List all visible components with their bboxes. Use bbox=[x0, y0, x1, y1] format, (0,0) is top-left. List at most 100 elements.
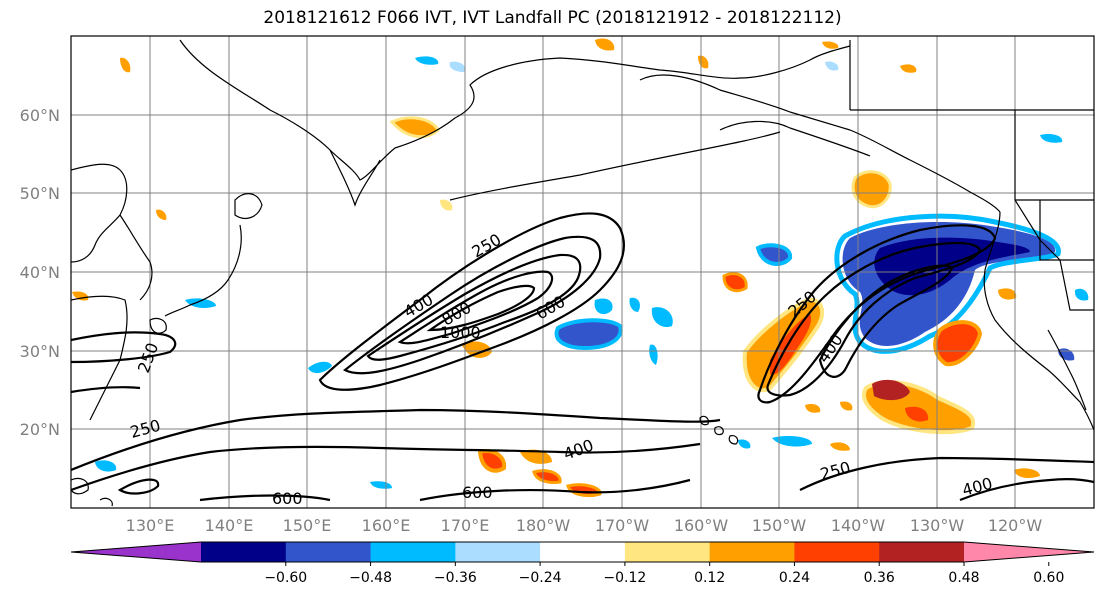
graticule bbox=[71, 36, 1094, 508]
negative-anomaly-blob-4 bbox=[755, 243, 793, 266]
positive-anomaly-e4 bbox=[900, 64, 917, 73]
negative-anomaly-blob-15 bbox=[825, 61, 839, 71]
contour-400-south bbox=[71, 442, 701, 492]
negative-anomaly-blob-1 bbox=[629, 297, 640, 312]
negative-anomaly-blob-16 bbox=[449, 61, 466, 72]
colorbar-tick-label: 0.24 bbox=[779, 570, 810, 586]
map-panel: 250 400 600 800 1000 250 400 250 400 600… bbox=[71, 36, 1094, 508]
positive-anomaly-ne-3 bbox=[822, 41, 839, 49]
positive-anomaly-south-red bbox=[905, 406, 929, 422]
coast-aleutians bbox=[449, 131, 781, 201]
lat-label: 20°N bbox=[20, 420, 60, 439]
lon-label: 180°W bbox=[516, 516, 571, 535]
colorbar-segment bbox=[201, 542, 287, 562]
positive-anomaly-e9 bbox=[156, 209, 167, 220]
contour-west bbox=[71, 331, 177, 364]
contour-250-se bbox=[799, 456, 1094, 491]
coast-alaska-gulf bbox=[719, 120, 871, 157]
positive-anomaly-low-1 bbox=[477, 449, 507, 473]
contour-1000-central bbox=[426, 284, 536, 332]
colorbar-tick-label: 0.60 bbox=[1033, 570, 1064, 586]
coastlines bbox=[71, 39, 1094, 507]
negative-anomaly-blob-2 bbox=[651, 307, 673, 328]
negative-anomaly-blob-7 bbox=[772, 436, 812, 447]
colorbar-segment bbox=[879, 542, 965, 562]
colorbar-tick-label: −0.36 bbox=[434, 570, 477, 586]
positive-anomaly-low-2 bbox=[520, 449, 552, 464]
positive-anomaly-south-core bbox=[872, 379, 910, 401]
negative-anomaly-east-edge bbox=[834, 213, 1061, 354]
lon-label: 160°E bbox=[362, 516, 411, 535]
colorbar-segment bbox=[285, 542, 372, 562]
positive-anomaly-mid bbox=[462, 341, 492, 358]
contour-250-south bbox=[71, 408, 721, 472]
negative-anomaly-blob-10 bbox=[1040, 133, 1063, 143]
lat-label: 60°N bbox=[20, 106, 60, 125]
lat-label: 30°N bbox=[20, 342, 60, 361]
colorbar-tick-label: 0.12 bbox=[694, 570, 725, 586]
lon-label: 160°W bbox=[674, 516, 729, 535]
positive-anomaly-e5 bbox=[830, 442, 850, 451]
lon-labels: 130°E 140°E 150°E 160°E 170°E 180°W 170°… bbox=[126, 516, 1043, 535]
coast-korea bbox=[119, 214, 153, 301]
lon-label: 140°W bbox=[831, 516, 886, 535]
colorbar-segment bbox=[540, 542, 626, 562]
colorbar-tick-label: −0.24 bbox=[519, 570, 562, 586]
colorbar-segment bbox=[624, 542, 711, 562]
positive-anomaly-w2 bbox=[120, 57, 131, 73]
positive-anomaly-e8 bbox=[440, 199, 453, 211]
colorbar-tick-label: −0.12 bbox=[603, 570, 646, 586]
positive-anomaly-low-3 bbox=[532, 469, 562, 484]
negative-anomaly-blob-8 bbox=[738, 439, 751, 449]
contour-600-south bbox=[117, 478, 691, 502]
positive-anomaly-w1 bbox=[72, 291, 89, 301]
coast-islands bbox=[71, 477, 113, 507]
lon-label: 140°E bbox=[205, 516, 254, 535]
lon-label: 150°W bbox=[752, 516, 807, 535]
contour-800-central bbox=[397, 270, 554, 345]
coast-japan-kyushu bbox=[149, 317, 167, 334]
positive-anomaly-north bbox=[851, 170, 892, 209]
lon-label: 170°E bbox=[441, 516, 490, 535]
negative-anomaly-blob-13 bbox=[185, 298, 216, 308]
negative-anomaly-central bbox=[554, 318, 623, 351]
positive-anomaly-e6 bbox=[805, 403, 821, 413]
negative-anomaly-blob-6 bbox=[415, 56, 439, 65]
lon-label: 130°W bbox=[910, 516, 965, 535]
map-frame bbox=[70, 35, 1095, 509]
lon-label: 120°W bbox=[988, 516, 1043, 535]
coast-baja bbox=[1047, 329, 1087, 411]
contour-west-2 bbox=[71, 386, 141, 394]
coast-siberia bbox=[179, 39, 851, 181]
colorbar: −0.60 −0.48 −0.36 −0.24 −0.12 0.12 0.24 0.36 0.4… bbox=[70, 541, 1095, 586]
colorbar-tick-label: −0.60 bbox=[264, 570, 307, 586]
contour-600-central bbox=[366, 253, 582, 361]
positive-anomaly-e3 bbox=[1014, 468, 1040, 478]
colorbar-tick-label: 0.48 bbox=[948, 570, 979, 586]
coast-na-west bbox=[983, 211, 1094, 431]
negative-anomaly-blob-5 bbox=[308, 361, 332, 374]
contour-250-central bbox=[318, 212, 625, 391]
coast-japan-honshu bbox=[164, 224, 242, 317]
colorbar-segment bbox=[370, 542, 456, 562]
contour-400-east bbox=[766, 241, 982, 397]
ivt-contours bbox=[71, 212, 1094, 502]
colorbar-segment bbox=[794, 542, 880, 562]
lat-labels: 60°N 50°N 40°N 30°N 20°N bbox=[20, 106, 60, 439]
positive-anomaly-e7 bbox=[840, 401, 853, 411]
contour-label: 600 bbox=[462, 483, 493, 502]
negative-anomaly-blob-11 bbox=[1074, 288, 1089, 301]
coast-alaska bbox=[639, 74, 1001, 213]
lat-label: 50°N bbox=[20, 184, 60, 203]
contour-label: 600 bbox=[272, 489, 303, 508]
map-title: 2018121612 F066 IVT, IVT Landfall PC (20… bbox=[263, 8, 842, 28]
colorbar-tick-label: −0.48 bbox=[349, 570, 392, 586]
coast-japan-hokkaido bbox=[234, 193, 263, 219]
borders-na bbox=[849, 40, 1094, 311]
colorbar-tick-label: 0.36 bbox=[864, 570, 895, 586]
negative-anomaly-central-2 bbox=[594, 298, 613, 315]
contour-250-east bbox=[757, 224, 997, 404]
lon-label: 130°E bbox=[126, 516, 175, 535]
positive-anomaly-e2 bbox=[998, 288, 1017, 300]
